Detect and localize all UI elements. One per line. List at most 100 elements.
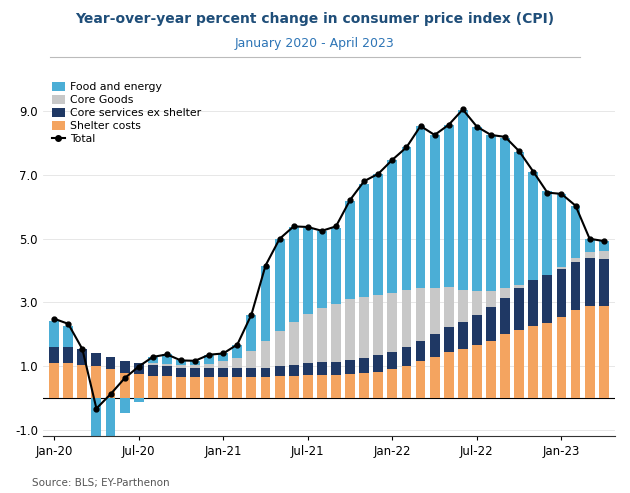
Bar	[134, 374, 144, 398]
Bar	[514, 152, 524, 285]
Bar	[303, 228, 312, 314]
Bar	[162, 364, 172, 366]
Bar	[190, 377, 200, 398]
Bar	[444, 125, 454, 287]
Bar	[571, 206, 580, 258]
Bar	[585, 239, 595, 252]
Bar	[514, 288, 524, 329]
Bar	[317, 231, 327, 308]
Bar	[246, 315, 256, 351]
Bar	[49, 363, 59, 398]
Bar	[120, 373, 130, 398]
Bar	[387, 293, 398, 352]
Bar	[176, 368, 186, 377]
Bar	[500, 298, 510, 334]
Bar	[275, 376, 285, 398]
Bar	[444, 327, 454, 352]
Bar	[190, 365, 200, 368]
Bar	[49, 321, 59, 347]
Bar	[246, 377, 256, 398]
Bar	[148, 363, 158, 365]
Bar	[458, 110, 467, 290]
Bar	[289, 227, 299, 321]
Bar	[303, 314, 312, 363]
Bar	[416, 126, 425, 288]
Bar	[500, 288, 510, 298]
Bar	[500, 138, 510, 288]
Bar	[529, 326, 538, 398]
Bar	[331, 375, 341, 398]
Bar	[77, 350, 87, 365]
Bar	[430, 135, 440, 288]
Bar	[401, 347, 411, 366]
Bar	[261, 377, 270, 398]
Bar	[556, 268, 566, 269]
Text: Source: BLS; EY-Parthenon: Source: BLS; EY-Parthenon	[32, 478, 169, 488]
Bar	[374, 355, 383, 372]
Bar	[317, 308, 327, 362]
Bar	[63, 363, 73, 398]
Bar	[331, 362, 341, 375]
Bar	[204, 377, 214, 398]
Bar	[190, 368, 200, 377]
Bar	[134, 363, 144, 374]
Bar	[246, 351, 256, 368]
Bar	[374, 295, 383, 355]
Bar	[444, 287, 454, 327]
Bar	[219, 353, 228, 361]
Bar	[556, 317, 566, 398]
Bar	[571, 262, 580, 311]
Bar	[345, 299, 355, 360]
Bar	[331, 304, 341, 362]
Bar	[585, 306, 595, 398]
Bar	[486, 307, 496, 341]
Bar	[458, 349, 467, 398]
Bar	[261, 266, 270, 341]
Bar	[232, 358, 243, 368]
Bar	[176, 377, 186, 398]
Bar	[148, 357, 158, 363]
Bar	[556, 194, 566, 268]
Bar	[289, 365, 299, 376]
Bar	[556, 269, 566, 317]
Bar	[571, 311, 580, 398]
Bar	[91, 353, 101, 366]
Bar	[275, 331, 285, 366]
Bar	[190, 361, 200, 365]
Bar	[303, 375, 312, 398]
Bar	[359, 358, 369, 373]
Bar	[416, 288, 425, 341]
Bar	[359, 373, 369, 398]
Bar	[542, 323, 553, 398]
Bar	[486, 341, 496, 398]
Bar	[63, 347, 73, 363]
Text: January 2020 - April 2023: January 2020 - April 2023	[235, 37, 395, 50]
Bar	[246, 368, 256, 377]
Bar	[303, 363, 312, 375]
Bar	[219, 361, 228, 368]
Bar	[162, 354, 172, 364]
Bar	[542, 276, 553, 323]
Bar	[472, 127, 482, 291]
Bar	[598, 306, 609, 398]
Bar	[261, 368, 270, 377]
Bar	[77, 365, 87, 398]
Bar	[374, 372, 383, 398]
Bar	[401, 366, 411, 398]
Bar	[232, 368, 243, 377]
Bar	[598, 241, 609, 250]
Bar	[134, 398, 144, 402]
Bar	[106, 398, 115, 439]
Bar	[359, 297, 369, 358]
Bar	[289, 376, 299, 398]
Bar	[204, 355, 214, 364]
Bar	[176, 360, 186, 365]
Text: Year-over-year percent change in consumer price index (CPI): Year-over-year percent change in consume…	[76, 12, 554, 26]
Bar	[204, 364, 214, 368]
Bar	[387, 369, 398, 398]
Bar	[472, 346, 482, 398]
Bar	[120, 398, 130, 413]
Bar	[430, 334, 440, 356]
Bar	[275, 366, 285, 376]
Bar	[416, 361, 425, 398]
